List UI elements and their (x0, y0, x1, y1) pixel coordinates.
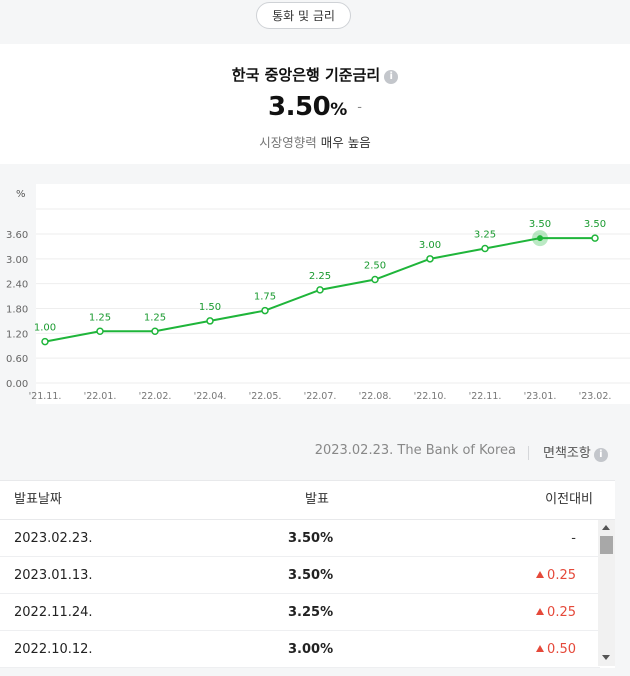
row-value: 3.00% (288, 642, 334, 657)
rate-value: 3.50 (268, 92, 331, 122)
data-label: 1.25 (89, 312, 111, 323)
data-label: 1.25 (144, 312, 166, 323)
up-arrow-icon (536, 608, 545, 615)
header-change: 이전대비 (545, 492, 593, 507)
header-date: 발표날짜 (14, 492, 62, 507)
x-tick-label: '22.01. (84, 391, 117, 402)
category-pill[interactable]: 통화 및 금리 (256, 2, 351, 29)
table-header: 발표날짜 발표 이전대비 (0, 480, 615, 520)
table-row: 2022.10.12. 3.00% 0.50 (0, 631, 600, 668)
source-row: 2023.02.23. The Bank of Korea 면책조항 i (0, 434, 630, 480)
y-tick-label: 3.60 (6, 230, 28, 241)
page-margin (615, 480, 630, 676)
x-tick-label: '22.02. (139, 391, 172, 402)
data-label: 1.75 (254, 292, 276, 303)
row-change: - (571, 531, 576, 546)
y-axis-label: % (16, 189, 26, 200)
data-point (316, 286, 324, 294)
divider (528, 446, 529, 460)
x-tick-label: '22.08. (359, 391, 392, 402)
info-icon[interactable]: i (384, 70, 399, 84)
table-row: 2023.01.13. 3.50% 0.25 (0, 557, 600, 594)
data-label: 3.50 (584, 219, 606, 230)
data-point (206, 317, 214, 325)
row-date: 2022.11.24. (14, 605, 93, 620)
row-date: 2022.10.12. (14, 642, 93, 657)
data-label: 3.25 (474, 229, 496, 240)
x-tick-label: '23.01. (524, 391, 557, 402)
y-tick-label: 3.00 (6, 255, 28, 266)
x-tick-label: '22.05. (249, 391, 282, 402)
data-label: 2.25 (309, 271, 331, 282)
header-value: 발표 (305, 492, 329, 507)
row-change-value: 0.25 (547, 605, 576, 620)
scroll-up-icon[interactable] (602, 525, 610, 530)
y-tick-label: 1.80 (6, 305, 28, 316)
data-point (41, 337, 49, 346)
x-tick-label: '22.04. (194, 391, 227, 402)
x-tick-label: '22.07. (304, 391, 337, 402)
data-point (426, 255, 434, 263)
table-row: 2023.02.23. 3.50% - (0, 520, 600, 557)
row-change: 0.25 (536, 557, 576, 594)
top-bar: 통화 및 금리 (0, 0, 630, 44)
data-point (261, 306, 269, 315)
data-point (151, 327, 159, 336)
table-row: 2022.11.24. 3.25% 0.25 (0, 594, 600, 631)
data-point (96, 327, 104, 336)
data-label: 3.00 (419, 240, 441, 251)
x-tick-label: '22.10. (414, 391, 447, 402)
data-point (371, 275, 379, 284)
data-point (537, 235, 543, 242)
history-table: 발표날짜 발표 이전대비 2023.02.23. 3.50% - 2023.01… (0, 480, 615, 668)
rate-summary-card: 한국 중앙은행 기준금리 i 3.50% - 시장영향력 매우 높음 (0, 44, 630, 164)
y-tick-label: 1.20 (6, 329, 28, 340)
rate-row: 3.50% - (0, 92, 630, 122)
disclaimer-label: 면책조항 (543, 446, 591, 461)
row-change-value: 0.50 (547, 642, 576, 657)
y-tick-label: 0.60 (6, 354, 28, 365)
row-date: 2023.02.23. (14, 531, 93, 546)
x-tick-label: '21.11. (29, 391, 62, 402)
row-value: 3.50% (288, 531, 334, 546)
data-label: 2.50 (364, 261, 386, 272)
source-text: 2023.02.23. The Bank of Korea (314, 443, 516, 458)
row-date: 2023.01.13. (14, 568, 93, 583)
x-tick-label: '22.11. (469, 391, 502, 402)
data-label: 1.00 (34, 323, 56, 334)
rate-change: - (357, 100, 362, 115)
y-tick-label: 2.40 (6, 280, 28, 291)
impact-level: 매우 높음 (320, 135, 371, 150)
market-impact: 시장영향력 매우 높음 (0, 132, 630, 151)
scroll-down-icon[interactable] (602, 655, 610, 660)
page-title: 한국 중앙은행 기준금리 (231, 66, 381, 84)
info-icon[interactable]: i (593, 448, 608, 462)
up-arrow-icon (536, 645, 545, 652)
row-value: 3.50% (288, 568, 334, 583)
rate-line-chart: 0.00 0.60 1.20 1.80 2.40 3.00 3.60 '21.11. '22.… (6, 184, 630, 404)
page-title-row: 한국 중앙은행 기준금리 i (0, 64, 630, 85)
row-change-value: 0.25 (547, 568, 576, 583)
impact-prefix: 시장영향력 (259, 135, 317, 150)
y-tick-label: 0.00 (6, 379, 28, 390)
x-tick-label: '23.02. (579, 391, 612, 402)
data-point (591, 234, 599, 242)
rate-unit: % (330, 100, 348, 120)
row-change: 0.25 (536, 594, 576, 631)
data-label: 3.50 (529, 219, 551, 230)
table-scrollbar[interactable] (598, 520, 615, 666)
chart-section: 0.00 0.60 1.20 1.80 2.40 3.00 3.60 '21.11. '22.… (0, 164, 630, 434)
row-change: 0.50 (536, 631, 576, 668)
disclaimer-link[interactable]: 면책조항 i (543, 442, 608, 462)
table-body: 2023.02.23. 3.50% - 2023.01.13. 3.50% 0.… (0, 520, 600, 668)
data-label: 1.50 (199, 302, 221, 313)
scroll-thumb[interactable] (600, 536, 613, 554)
row-value: 3.25% (288, 605, 334, 620)
up-arrow-icon (536, 571, 545, 578)
data-point (481, 244, 489, 253)
